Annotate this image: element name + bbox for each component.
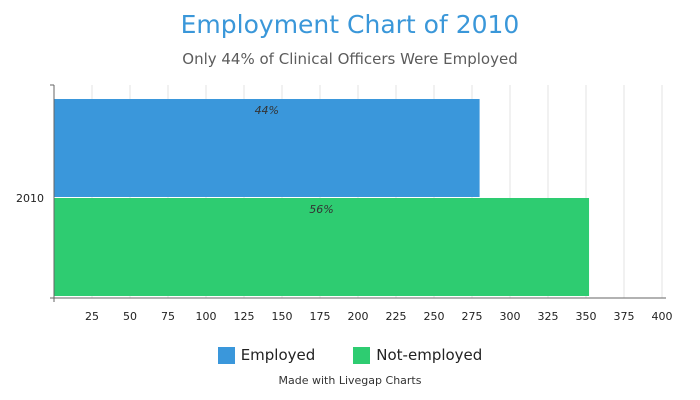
x-tick-label: 25 — [85, 310, 99, 323]
legend-item-not-employed[interactable]: Not-employed — [353, 346, 482, 364]
chart-title: Employment Chart of 2010 — [180, 10, 520, 39]
x-tick-label: 350 — [576, 310, 597, 323]
x-tick-label: 125 — [234, 310, 255, 323]
x-tick-label: 175 — [310, 310, 331, 323]
x-tick-label: 225 — [386, 310, 407, 323]
x-tick-label: 375 — [614, 310, 635, 323]
bar-employed — [54, 99, 480, 197]
bar-chart: 44% 56% 25 50 75 100 125 150 175 200 225 250 275 300 3… — [16, 84, 673, 323]
x-tick-label: 100 — [196, 310, 217, 323]
y-tick-label: 2010 — [16, 192, 44, 205]
x-tick-label: 200 — [348, 310, 369, 323]
data-label: 44% — [255, 104, 279, 117]
x-tick-label: 325 — [538, 310, 559, 323]
x-tick-label: 275 — [462, 310, 483, 323]
data-label: 56% — [309, 203, 333, 216]
x-tick-label: 400 — [652, 310, 673, 323]
bar-not-employed — [54, 198, 590, 296]
legend-label-employed: Employed — [240, 346, 316, 364]
chart-subtitle: Only 44% of Clinical Officers Were Emplo… — [182, 50, 518, 68]
x-tick-label: 50 — [123, 310, 137, 323]
x-tick-label: 250 — [424, 310, 445, 323]
legend-label-not-employed: Not-employed — [376, 346, 483, 364]
x-tick-label: 300 — [500, 310, 521, 323]
legend-item-employed[interactable]: Employed — [217, 346, 316, 364]
legend-swatch-employed — [217, 346, 235, 364]
x-tick-label: 150 — [272, 310, 293, 323]
credit-text: Made with Livegap Charts — [278, 374, 422, 387]
legend-swatch-not-employed — [353, 346, 371, 364]
legend: Employed Not-employed — [0, 346, 700, 364]
x-tick-label: 75 — [161, 310, 175, 323]
